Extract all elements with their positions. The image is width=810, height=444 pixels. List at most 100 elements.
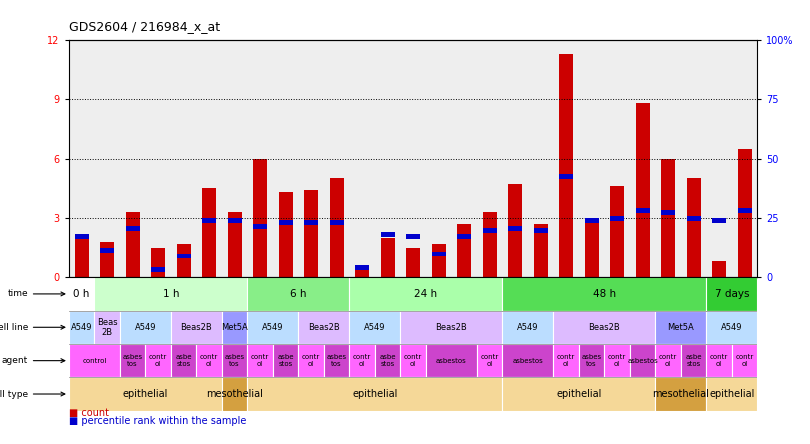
Text: Beas2B: Beas2B <box>436 323 467 332</box>
Text: asbe
stos: asbe stos <box>277 354 294 367</box>
Text: 6 h: 6 h <box>290 289 307 299</box>
Bar <box>222 344 247 377</box>
Bar <box>247 311 298 344</box>
Bar <box>196 344 222 377</box>
Text: control: control <box>82 358 107 364</box>
Text: agent: agent <box>2 356 28 365</box>
Text: epithelial: epithelial <box>556 389 602 399</box>
Bar <box>177 254 190 258</box>
Text: Beas2B: Beas2B <box>589 323 620 332</box>
Text: Beas
2B: Beas 2B <box>96 318 117 337</box>
Bar <box>349 277 502 311</box>
Bar <box>228 218 241 223</box>
Text: mesothelial: mesothelial <box>207 389 263 399</box>
Bar <box>247 344 273 377</box>
Bar <box>400 311 502 344</box>
Bar <box>457 234 471 239</box>
Bar <box>94 277 247 311</box>
Bar <box>432 252 446 257</box>
Bar <box>94 311 120 344</box>
Bar <box>585 218 599 277</box>
Bar <box>324 344 349 377</box>
Text: contr
ol: contr ol <box>302 354 320 367</box>
Bar <box>687 178 701 277</box>
Bar <box>151 267 165 272</box>
Bar <box>406 248 420 277</box>
Bar <box>69 311 94 344</box>
Bar <box>349 344 375 377</box>
Text: contr
ol: contr ol <box>608 354 626 367</box>
Bar <box>355 266 369 270</box>
Bar <box>100 242 114 277</box>
Bar <box>655 311 706 344</box>
Bar <box>75 234 88 239</box>
Text: mesothelial: mesothelial <box>652 389 710 399</box>
Text: asbestos: asbestos <box>513 358 544 364</box>
Bar <box>636 103 650 277</box>
Bar <box>171 311 222 344</box>
Bar <box>559 174 573 179</box>
Bar <box>126 226 139 231</box>
Text: Beas2B: Beas2B <box>308 323 339 332</box>
Bar <box>661 210 675 215</box>
Bar <box>712 218 726 223</box>
Bar <box>687 216 701 221</box>
Bar <box>508 184 522 277</box>
Bar <box>69 277 94 311</box>
Text: A549: A549 <box>364 323 386 332</box>
Bar <box>579 344 604 377</box>
Bar <box>406 234 420 239</box>
Bar <box>349 311 400 344</box>
Text: A549: A549 <box>70 323 92 332</box>
Bar <box>400 344 426 377</box>
Bar <box>279 192 292 277</box>
Text: A549: A549 <box>517 323 539 332</box>
Bar <box>706 277 757 311</box>
Bar <box>502 344 553 377</box>
Bar <box>330 178 343 277</box>
Bar <box>553 311 655 344</box>
Bar <box>502 311 553 344</box>
Text: contr
ol: contr ol <box>710 354 728 367</box>
Bar <box>228 212 241 277</box>
Text: Beas2B: Beas2B <box>181 323 212 332</box>
Text: epithelial: epithelial <box>710 389 755 399</box>
Text: A549: A549 <box>262 323 284 332</box>
Bar <box>247 277 349 311</box>
Bar <box>355 266 369 277</box>
Bar <box>432 244 446 277</box>
Text: asbe
stos: asbe stos <box>175 354 192 367</box>
Bar <box>298 344 324 377</box>
Bar <box>534 224 548 277</box>
Bar <box>457 224 471 277</box>
Bar <box>655 344 681 377</box>
Text: A549: A549 <box>134 323 156 332</box>
Bar <box>69 344 120 377</box>
Bar <box>732 344 757 377</box>
Bar <box>738 208 752 213</box>
Text: 48 h: 48 h <box>593 289 616 299</box>
Bar <box>222 311 247 344</box>
Bar <box>253 159 267 277</box>
Text: 7 days: 7 days <box>714 289 749 299</box>
Bar <box>655 377 706 411</box>
Text: asbes
tos: asbes tos <box>122 354 143 367</box>
Text: contr
ol: contr ol <box>557 354 575 367</box>
Bar <box>738 149 752 277</box>
Bar <box>304 220 318 225</box>
Text: contr
ol: contr ol <box>200 354 218 367</box>
Bar <box>75 234 88 277</box>
Bar <box>706 377 757 411</box>
Bar <box>202 218 216 223</box>
Text: time: time <box>7 289 28 298</box>
Bar <box>120 311 171 344</box>
Text: asbestos: asbestos <box>627 358 658 364</box>
Bar <box>585 218 599 223</box>
Bar <box>202 188 216 277</box>
Text: epithelial: epithelial <box>122 389 168 399</box>
Text: A549: A549 <box>721 323 743 332</box>
Bar <box>712 262 726 277</box>
Bar <box>253 224 267 229</box>
Text: contr
ol: contr ol <box>404 354 422 367</box>
Text: asbes
tos: asbes tos <box>582 354 602 367</box>
